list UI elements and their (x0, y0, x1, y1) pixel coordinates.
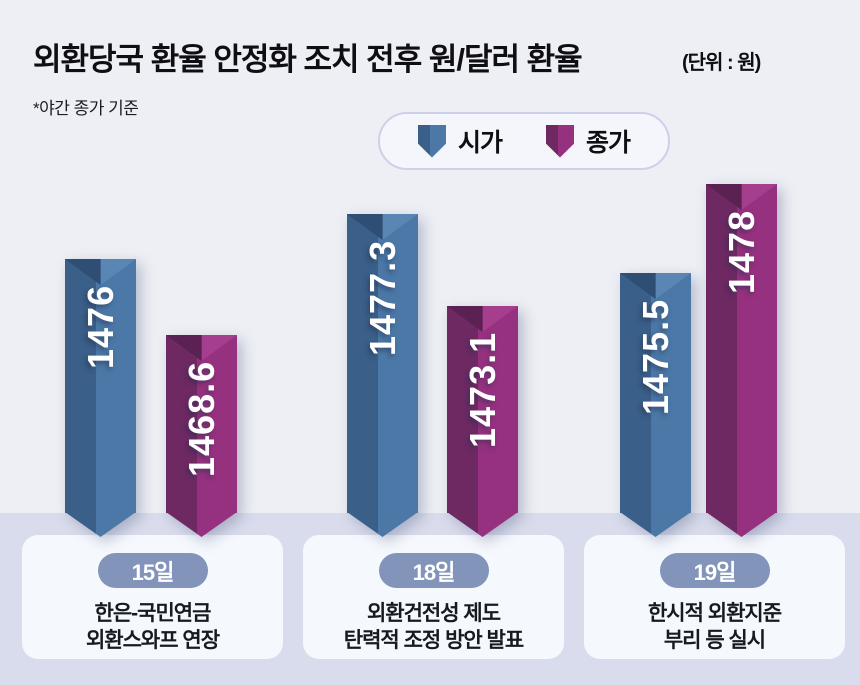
event-description: 한시적 외환지준 부리 등 실시 (647, 600, 782, 654)
bar-arrow-tip (447, 512, 518, 537)
open-price-swatch-icon (417, 124, 446, 158)
event-description: 외환건전성 제도 탄력적 조정 방안 발표 (343, 600, 524, 654)
bar-close-18: 1473.1 (447, 306, 518, 537)
event-card-18: 18일 외환건전성 제도 탄력적 조정 방안 발표 (303, 535, 564, 659)
legend: 시가 종가 (378, 112, 670, 170)
date-badge: 18일 (378, 553, 489, 588)
bar-value-label: 1473.1 (462, 332, 503, 449)
event-description: 한은-국민연금 외환스와프 연장 (85, 600, 220, 654)
legend-close-label: 종가 (586, 129, 631, 157)
close-price-swatch-icon (546, 124, 574, 158)
event-line-2: 탄력적 조정 방안 발표 (343, 629, 524, 652)
bar-value-label: 1477.3 (362, 240, 403, 357)
date-badge: 19일 (659, 553, 770, 588)
event-line-1: 외환건전성 제도 (366, 602, 501, 625)
bar-open-18: 1477.3 (347, 214, 418, 537)
event-line-1: 한시적 외환지준 (647, 602, 782, 625)
chart-title: 외환당국 환율 안정화 조치 전후 원/달러 환율 (33, 42, 583, 77)
unit-label: (단위 : 원) (682, 52, 761, 74)
event-line-2: 부리 등 실시 (663, 629, 766, 652)
legend-item-open: 시가 (417, 123, 503, 159)
legend-item-close: 종가 (546, 123, 631, 159)
bar-body (166, 335, 237, 513)
bar-value-label: 1468.6 (181, 361, 222, 478)
bar-body (620, 273, 691, 513)
date-badge: 15일 (97, 553, 208, 588)
bar-close-15: 1468.6 (166, 335, 237, 537)
bar-arrow-tip (706, 512, 777, 537)
bar-close-19: 1478 (706, 184, 777, 537)
event-line-1: 한은-국민연금 (94, 602, 212, 625)
event-card-15: 15일 한은-국민연금 외환스와프 연장 (22, 535, 283, 659)
bar-value-label: 1476 (80, 285, 121, 370)
bar-arrow-tip (347, 512, 418, 537)
event-card-19: 19일 한시적 외환지준 부리 등 실시 (584, 535, 845, 659)
bar-top-ridge (447, 306, 518, 332)
bar-open-19: 1475.5 (620, 273, 691, 537)
bar-body (706, 184, 777, 513)
bar-value-label: 1475.5 (635, 299, 676, 416)
bar-arrow-tip (620, 512, 691, 537)
footnote: *야간 종가 기준 (33, 99, 139, 118)
bar-open-15: 1476 (65, 259, 136, 537)
bar-body (65, 259, 136, 513)
legend-open-label: 시가 (457, 129, 503, 157)
bar-top-ridge (706, 184, 777, 210)
bar-body (447, 306, 518, 513)
bar-value-label: 1478 (721, 210, 762, 295)
bar-top-ridge (620, 273, 691, 299)
bar-body (347, 214, 418, 513)
event-line-2: 외환스와프 연장 (85, 629, 220, 652)
bar-top-ridge (347, 214, 418, 240)
bar-top-ridge (65, 259, 136, 285)
bar-top-ridge (166, 335, 237, 361)
bar-arrow-tip (65, 512, 136, 537)
bar-arrow-tip (166, 512, 237, 537)
